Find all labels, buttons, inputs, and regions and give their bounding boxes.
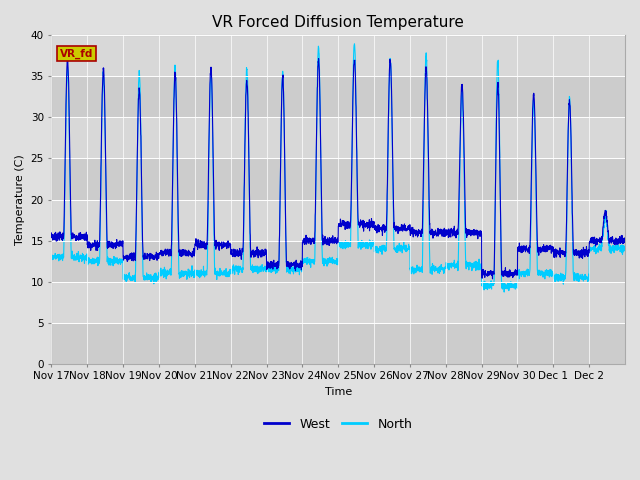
West xyxy=(534,246,541,252)
Bar xyxy=(51,158,625,200)
Bar xyxy=(51,36,625,76)
North xyxy=(621,248,629,253)
Bar xyxy=(51,282,625,323)
North xyxy=(47,258,55,264)
North xyxy=(165,272,173,277)
North xyxy=(534,269,541,275)
North xyxy=(499,279,507,285)
X-axis label: Time: Time xyxy=(324,387,352,397)
Bar xyxy=(51,118,625,158)
West xyxy=(499,270,507,276)
West xyxy=(621,240,629,245)
West xyxy=(463,230,470,236)
Bar xyxy=(51,240,625,282)
Text: VR_fd: VR_fd xyxy=(60,48,93,59)
North xyxy=(463,262,470,267)
Y-axis label: Temperature (C): Temperature (C) xyxy=(15,154,25,245)
Legend: West, North: West, North xyxy=(259,413,417,436)
West xyxy=(63,56,71,61)
West xyxy=(489,276,497,282)
North xyxy=(615,245,623,251)
Bar xyxy=(51,323,625,364)
North xyxy=(500,289,508,295)
Bar xyxy=(51,200,625,240)
West xyxy=(165,248,173,254)
West xyxy=(615,240,623,246)
West xyxy=(412,229,420,235)
Bar xyxy=(51,76,625,118)
North xyxy=(412,265,420,271)
Title: VR Forced Diffusion Temperature: VR Forced Diffusion Temperature xyxy=(212,15,464,30)
North xyxy=(351,41,358,47)
Line: West: West xyxy=(51,59,625,279)
West xyxy=(47,230,55,236)
Line: North: North xyxy=(51,44,625,292)
